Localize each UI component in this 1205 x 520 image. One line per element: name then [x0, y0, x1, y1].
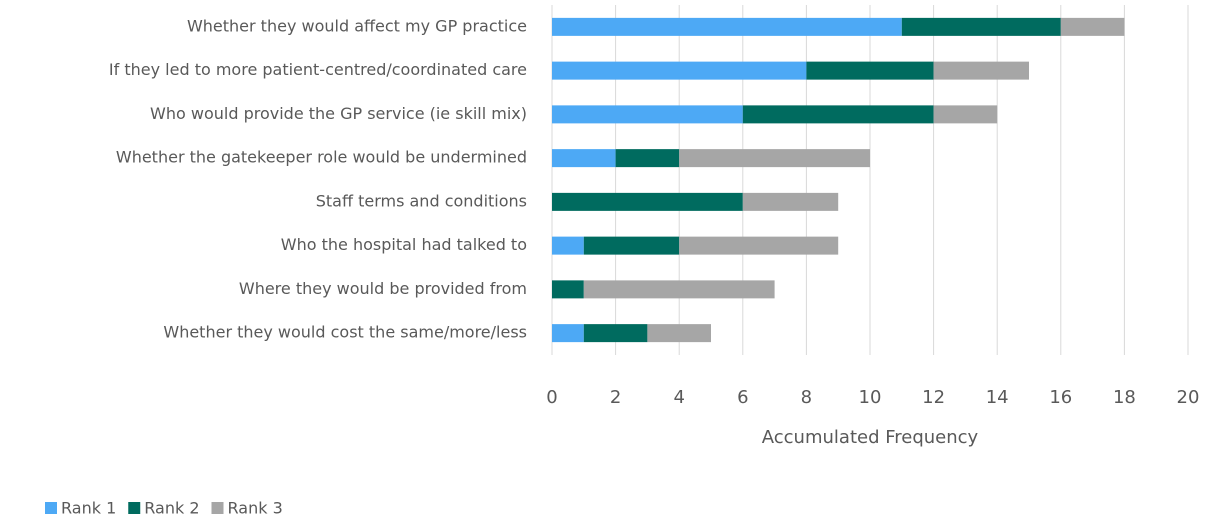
y-tick-label: Who the hospital had talked to — [281, 235, 527, 254]
bar-segment — [1060, 17, 1125, 36]
legend-label: Rank 3 — [228, 499, 283, 518]
bar-segment — [806, 61, 934, 80]
bar-segment — [583, 236, 680, 255]
y-tick-label: Who would provide the GP service (ie ski… — [150, 104, 527, 123]
bar-segment — [679, 236, 839, 255]
x-tick-label: 8 — [801, 387, 812, 408]
bar-segment — [552, 192, 743, 211]
x-tick-label: 2 — [610, 387, 621, 408]
y-tick-label: Whether they would cost the same/more/le… — [163, 323, 527, 342]
legend-swatch — [128, 502, 141, 514]
bar-segment — [552, 324, 584, 343]
x-tick-label: 6 — [737, 387, 748, 408]
bar-segment — [933, 105, 998, 124]
y-tick-label: Whether they would affect my GP practice — [187, 16, 527, 35]
bar-segment — [742, 192, 839, 211]
legend-swatch — [45, 502, 57, 514]
x-tick-label: 10 — [859, 387, 882, 408]
x-axis-title: Accumulated Frequency — [762, 427, 979, 448]
y-tick-label: If they led to more patient-centred/coor… — [109, 60, 527, 79]
bar-segment — [647, 324, 711, 343]
bar-segment — [615, 149, 680, 168]
legend-label: Rank 2 — [144, 499, 199, 518]
bar-segment — [552, 149, 616, 168]
x-tick-label: 4 — [673, 387, 684, 408]
legend-label: Rank 1 — [61, 499, 116, 518]
bar-segment — [679, 149, 870, 168]
bar-segment — [552, 17, 902, 36]
x-tick-label: 14 — [986, 387, 1009, 408]
x-tick-label: 16 — [1049, 387, 1072, 408]
y-tick-label: Where they would be provided from — [239, 279, 527, 298]
bar-segment — [552, 61, 807, 80]
x-tick-label: 0 — [546, 387, 557, 408]
bar-segment — [742, 105, 934, 124]
x-tick-label: 20 — [1177, 387, 1200, 408]
y-tick-label: Staff terms and conditions — [316, 191, 527, 210]
bar-segment — [901, 17, 1061, 36]
bar-segment — [552, 105, 743, 124]
bar-segment — [933, 61, 1029, 80]
bar-segment — [552, 280, 584, 299]
bar-segment — [552, 236, 584, 255]
x-tick-label: 12 — [922, 387, 945, 408]
bar-segment — [583, 324, 648, 343]
legend-swatch — [211, 502, 224, 514]
bar-segment — [583, 280, 775, 299]
y-tick-label: Whether the gatekeeper role would be und… — [116, 148, 527, 167]
x-tick-label: 18 — [1113, 387, 1136, 408]
